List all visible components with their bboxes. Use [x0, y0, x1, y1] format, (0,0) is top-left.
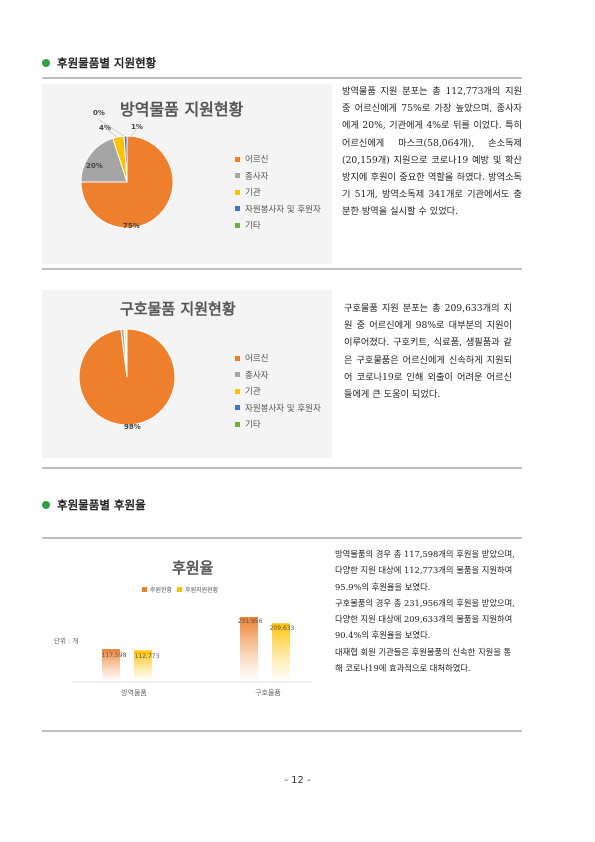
legend-item: 종사자 — [235, 168, 321, 185]
legend-item: 어르신 — [235, 151, 321, 168]
legend-item: 종사자 — [235, 367, 321, 384]
paragraph-relief: 구호물품 지원 분포는 총 209,633개의 지원 중 어르신에게 98%로 … — [344, 303, 512, 401]
legend-swatch — [235, 405, 240, 411]
pie-slice-3 — [123, 135, 128, 183]
pie-label-elderly: 98% — [124, 423, 141, 431]
legend: 어르신 종사자 기관 자원봉사자 및 후원자 기타 — [235, 151, 321, 234]
legend-item: 기관 — [235, 383, 321, 400]
x-axis-label: 구호물품 — [255, 689, 281, 697]
bar-legend: 후원현황 후원지원현황 — [142, 585, 218, 594]
legend-swatch — [235, 372, 240, 378]
pie-label-elderly: 75% — [123, 222, 140, 230]
legend-swatch — [235, 206, 240, 212]
page-number: - 12 - — [284, 775, 311, 786]
pie-svg — [78, 328, 176, 426]
section-heading-text: 후원물품별 후원율 — [57, 498, 146, 512]
pie-svg — [80, 118, 174, 229]
legend-swatch — [235, 355, 240, 361]
pie-slice-1 — [80, 137, 128, 183]
divider — [42, 77, 522, 79]
bar-0-1 — [134, 650, 152, 682]
paragraph: 방역물품의 경우 총 117,598개의 후원을 받았으며, 다양한 지원 대상… — [335, 549, 515, 592]
divider — [42, 467, 522, 469]
bar-1-0 — [240, 617, 258, 682]
legend-item: 어르신 — [235, 350, 321, 367]
bar-0-0 — [102, 649, 120, 682]
bar-svg — [72, 617, 312, 683]
paragraph: 대재협 회원 기관들은 후원물품의 신속한 지원을 통해 코로나19에 효과적으… — [335, 646, 512, 674]
legend-item: 자원봉사자 및 후원자 — [235, 400, 321, 417]
paragraph-quarantine: 방역물품 지원 분포는 총 112,773개의 지원 중 어르신에게 75%로 … — [342, 86, 522, 218]
bullet-dot-icon — [42, 501, 50, 509]
pie-label-staff: 20% — [86, 162, 103, 170]
section-heading-text: 후원물품별 지원현황 — [57, 56, 157, 70]
bar-value-label: 231,956 — [237, 618, 263, 625]
legend-item: 자원봉사자 및 후원자 — [235, 201, 321, 218]
legend-swatch — [235, 156, 240, 162]
section-heading-donation-rate: 후원물품별 후원율 — [42, 497, 146, 513]
legend-item: 기타 — [235, 217, 321, 234]
bar-chart-donation-rate: 후원율 후원현황 후원지원현황 단위 : 개 117,598 112,773 2… — [42, 545, 326, 697]
bullet-dot-icon — [42, 59, 50, 67]
divider — [42, 537, 522, 539]
legend: 어르신 종사자 기관 자원봉사자 및 후원자 기타 — [235, 350, 321, 433]
chart-title: 방역물품 지원현황 — [120, 100, 244, 119]
legend-item: 기관 — [235, 184, 321, 201]
pie-chart-quarantine: 방역물품 지원현황 0% 4% 1% 20% 75% 어르신 종사자 기관 자원… — [42, 84, 332, 264]
legend-swatch — [235, 421, 240, 427]
divider — [42, 730, 522, 732]
x-axis-label: 방역물품 — [121, 689, 147, 697]
pie-chart-relief: 구호물품 지원현황 98% 어르신 종사자 기관 자원봉사자 및 후원자 기타 — [42, 290, 332, 458]
bar-1-1 — [272, 623, 290, 682]
chart-title: 후원율 — [172, 559, 214, 577]
chart-title: 구호물품 지원현황 — [120, 300, 236, 318]
legend-swatch — [235, 222, 240, 228]
pie-label-etc: 0% — [93, 109, 105, 117]
paragraph-donation-rate: 방역물품의 경우 총 117,598개의 후원을 받았으며, 다양한 지원 대상… — [335, 546, 517, 676]
bar-value-label: 112,773 — [134, 653, 160, 660]
legend-swatch — [235, 189, 240, 195]
paragraph: 구호물품의 경우 총 231,956개의 후원을 받았으며, 다양한 지원 대상… — [335, 597, 515, 641]
legend-item: 기타 — [235, 416, 321, 433]
bar-value-label: 117,598 — [101, 652, 127, 659]
pie-slice-4 — [125, 328, 128, 378]
section-heading-support-status: 후원물품별 지원현황 — [42, 55, 156, 71]
pie-label-org: 4% — [99, 124, 111, 132]
legend-swatch — [235, 388, 240, 394]
pie-label-volunteer: 1% — [131, 123, 143, 131]
unit-label: 단위 : 개 — [54, 637, 79, 645]
legend-swatch — [142, 587, 147, 592]
legend-swatch — [177, 587, 183, 592]
legend-swatch — [235, 173, 240, 179]
bar-value-label: 209,633 — [269, 625, 295, 632]
divider — [42, 268, 522, 270]
